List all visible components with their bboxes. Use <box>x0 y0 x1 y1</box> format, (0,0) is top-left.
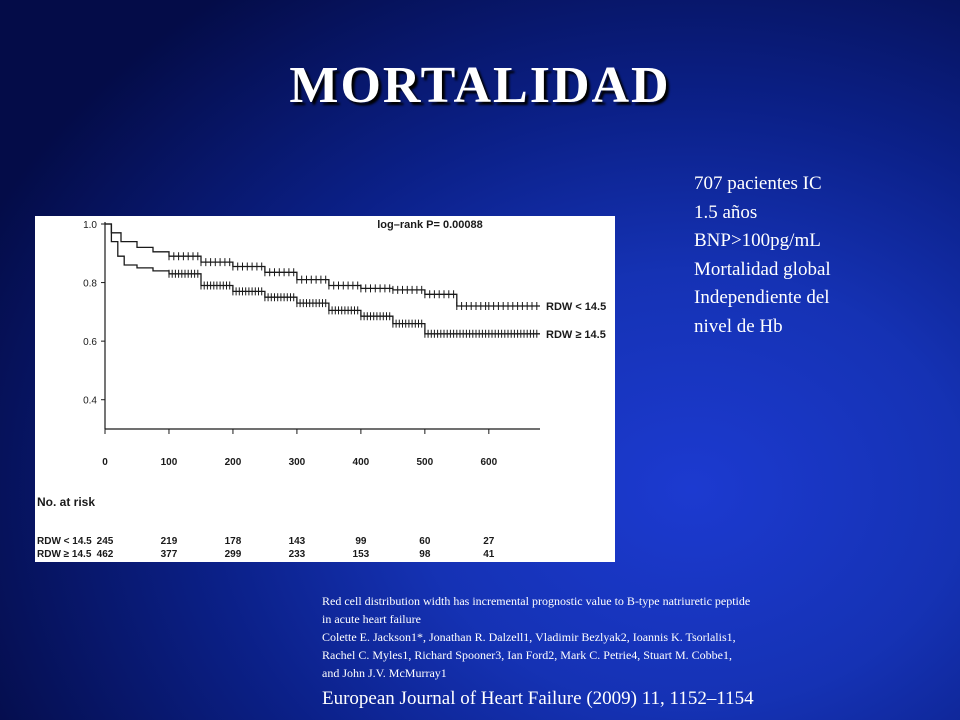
citation-line: in acute heart failure <box>322 612 421 626</box>
y-tick-label: 0.4 <box>83 396 97 407</box>
journal-reference: European Journal of Heart Failure (2009)… <box>322 688 754 709</box>
at-risk-header: No. at risk <box>37 495 95 509</box>
y-tick-label: 0.6 <box>83 337 97 348</box>
km-line-series-0 <box>105 223 540 307</box>
x-tick-label: 400 <box>353 457 370 468</box>
x-tick-label: 300 <box>289 457 306 468</box>
side-note-line: nivel de Hb <box>694 315 783 337</box>
citation-line: Rachel C. Myles1, Richard Spooner3, Ian … <box>322 648 732 662</box>
at-risk-value: 178 <box>225 536 242 547</box>
y-tick-label: 0.8 <box>83 279 97 290</box>
x-tick-label: 0 <box>102 457 108 468</box>
at-risk-value: 153 <box>353 549 370 560</box>
citation-line: Colette E. Jackson1*, Jonathan R. Dalzel… <box>322 630 736 644</box>
series-label-0: RDW < 14.5 <box>546 301 606 313</box>
side-note-line: 707 pacientes IC <box>694 173 822 194</box>
series-label-1: RDW ≥ 14.5 <box>546 329 606 341</box>
at-risk-value: 245 <box>97 536 114 547</box>
km-line-series-1 <box>105 223 540 335</box>
at-risk-row-label: RDW < 14.5 <box>37 536 92 547</box>
at-risk-value: 299 <box>225 549 242 560</box>
kaplan-meier-chart: 1.0 0.8 0.6 0.4 0 100 200 300 400 500 600 log–rank … <box>37 219 606 560</box>
x-tick-label: 200 <box>225 457 242 468</box>
at-risk-value: 27 <box>483 536 495 547</box>
citation-line: and John J.V. McMurray1 <box>322 666 447 680</box>
at-risk-value: 462 <box>97 549 114 560</box>
y-tick-label: 1.0 <box>83 220 97 231</box>
side-note-line: Independiente del <box>694 287 830 308</box>
slide-title: MORTALIDAD <box>289 57 671 114</box>
x-tick-label: 600 <box>480 457 497 468</box>
side-note-line: BNP>100pg/mL <box>694 230 821 251</box>
km-censor-marks-series-0 <box>168 252 538 310</box>
at-risk-value: 219 <box>161 536 178 547</box>
at-risk-value: 98 <box>419 549 431 560</box>
side-note-line: Mortalidad global <box>694 258 831 280</box>
at-risk-value: 143 <box>289 536 306 547</box>
at-risk-value: 377 <box>161 549 178 560</box>
at-risk-value: 41 <box>483 549 495 560</box>
log-rank-annotation: log–rank P= 0.00088 <box>377 219 482 231</box>
at-risk-value: 99 <box>355 536 367 547</box>
side-note-line: 1.5 años <box>694 201 758 223</box>
citation: Red cell distribution width has incremen… <box>322 592 942 682</box>
citation-line: Red cell distribution width has incremen… <box>322 594 751 608</box>
side-notes: 707 pacientes IC 1.5 años BNP>100pg/mL M… <box>694 170 934 341</box>
at-risk-row-label: RDW ≥ 14.5 <box>37 549 92 560</box>
x-tick-label: 500 <box>417 457 434 468</box>
at-risk-value: 233 <box>289 549 306 560</box>
km-censor-marks-series-1 <box>168 269 538 338</box>
x-tick-label: 100 <box>161 457 178 468</box>
at-risk-value: 60 <box>419 536 431 547</box>
kaplan-meier-figure: 1.0 0.8 0.6 0.4 0 100 200 300 400 500 600 log–rank … <box>35 216 615 562</box>
